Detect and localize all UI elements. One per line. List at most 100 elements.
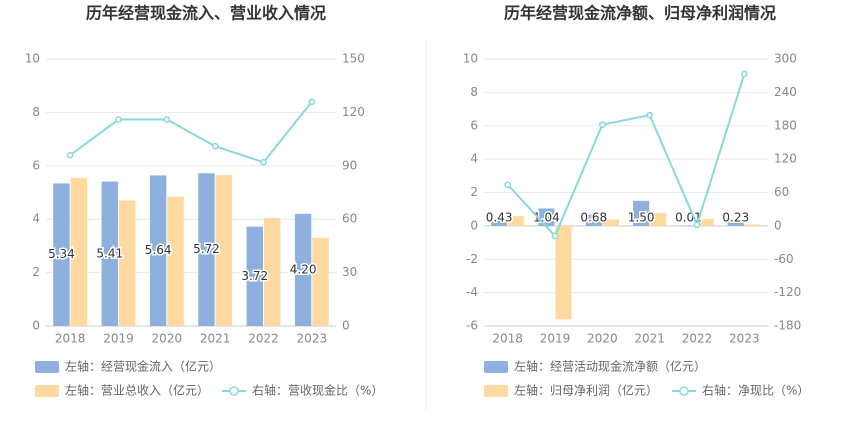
line-point	[66, 151, 74, 159]
bar	[491, 218, 508, 226]
bar-data-label: 5.64	[145, 243, 172, 257]
left-axis-tick-label: 4	[470, 152, 478, 166]
legend-line-marker	[679, 386, 689, 396]
bar	[294, 213, 312, 326]
line-point	[740, 70, 748, 78]
bar-data-label: 4.20	[290, 262, 317, 276]
left-axis-tick-label: 10	[25, 52, 40, 66]
line-point	[646, 111, 654, 119]
legend-label: 左轴：经营现金流入（亿元）	[65, 359, 221, 374]
legend-label: 右轴：净现比（%）	[702, 383, 809, 398]
right-axis-tick-label: -180	[774, 319, 801, 333]
bar	[167, 196, 184, 326]
right-axis-tick-label: 0	[774, 218, 782, 232]
bar	[119, 200, 136, 326]
left-axis-tick-label: 8	[32, 105, 40, 119]
line-point	[308, 98, 316, 106]
bar	[585, 214, 602, 226]
bar-data-label: 3.72	[241, 269, 268, 283]
right-axis-tick-label: 0	[342, 319, 350, 333]
x-axis-tick-label: 2022	[248, 332, 279, 346]
right-axis-tick-label: -60	[774, 252, 794, 266]
bar-data-label: 5.72	[193, 242, 220, 256]
x-axis-tick-label: 2023	[297, 332, 328, 346]
x-axis-tick-label: 2020	[587, 332, 618, 346]
x-axis-tick-label: 2022	[682, 332, 713, 346]
bar	[602, 219, 619, 226]
bar	[744, 224, 761, 226]
left-axis-tick-label: 4	[32, 212, 40, 226]
bar	[215, 175, 233, 326]
bar-data-label: 0.23	[722, 210, 749, 224]
bar	[680, 225, 697, 227]
right-axis-tick-label: 120	[342, 105, 365, 119]
right-axis-tick-label: 180	[774, 118, 797, 132]
right-axis-tick-label: 300	[774, 52, 797, 66]
left-axis-tick-label: 8	[470, 85, 478, 99]
right-axis-tick-label: -120	[774, 285, 801, 299]
line-point	[551, 232, 559, 240]
x-axis-tick-label: 2023	[729, 332, 760, 346]
bar	[198, 173, 215, 326]
x-axis-tick-label: 2021	[634, 332, 665, 346]
right-axis-tick-label: 30	[342, 265, 357, 279]
right-axis-tick-label: 240	[774, 85, 797, 99]
legend-swatch	[484, 361, 508, 373]
left-axis-tick-label: 0	[32, 319, 40, 333]
bar	[53, 183, 70, 326]
line-point	[693, 221, 701, 229]
left-axis-tick-label: -2	[466, 252, 478, 266]
legend-swatch	[35, 385, 59, 397]
legend-swatch	[484, 385, 508, 397]
right-axis-tick-label: 60	[774, 185, 789, 199]
x-axis-tick-label: 2018	[55, 332, 86, 346]
right-axis-tick-label: 90	[342, 158, 357, 172]
bar	[149, 175, 167, 326]
right-axis-tick-label: 60	[342, 212, 357, 226]
x-axis-tick-label: 2020	[152, 332, 183, 346]
bar-data-label: 1.50	[628, 210, 655, 224]
bar-data-label: 0.43	[486, 210, 513, 224]
line-series	[69, 101, 313, 164]
left-axis-tick-label: 2	[470, 185, 478, 199]
x-axis-tick-label: 2019	[103, 332, 134, 346]
left-axis-tick-label: 10	[463, 52, 478, 66]
bar	[555, 225, 572, 320]
right-axis-tick-label: 150	[342, 52, 365, 66]
bar	[246, 226, 263, 326]
left-axis-tick-label: 6	[32, 158, 40, 172]
line-point	[260, 158, 267, 166]
legend-swatch	[35, 361, 59, 373]
legend-label: 左轴：归母净利润（亿元）	[514, 383, 658, 398]
bar-data-label: 5.41	[96, 246, 123, 260]
legend-label: 左轴：营业总收入（亿元）	[65, 383, 209, 398]
bar	[508, 216, 525, 226]
chart-title: 历年经营现金流净额、归母净利润情况	[504, 4, 776, 23]
x-axis-tick-label: 2021	[200, 332, 231, 346]
line-point	[163, 116, 171, 123]
bar-data-label: 5.34	[48, 247, 75, 261]
bar-data-label: 0.68	[580, 210, 607, 224]
bar	[633, 200, 650, 226]
bar	[650, 212, 667, 226]
legend-label: 左轴：经营活动现金流净额（亿元）	[514, 359, 706, 374]
x-axis-tick-label: 2019	[540, 332, 571, 346]
x-axis-tick-label: 2018	[492, 332, 523, 346]
line-point	[211, 142, 219, 150]
left-axis-tick-label: 2	[32, 265, 40, 279]
right-axis-tick-label: 120	[774, 152, 797, 166]
bar	[312, 237, 329, 326]
bar	[70, 177, 88, 326]
legend-label: 右轴：营收现金比（%）	[252, 383, 383, 398]
bar	[697, 218, 714, 226]
left-axis-tick-label: 6	[470, 118, 478, 132]
left-axis-tick-label: -6	[466, 319, 478, 333]
bar	[727, 222, 744, 226]
left-axis-tick-label: 0	[470, 218, 478, 232]
bar	[101, 181, 118, 326]
bar	[264, 217, 281, 326]
line-point	[504, 181, 512, 189]
chart-title: 历年经营现金流入、营业收入情况	[86, 4, 326, 23]
